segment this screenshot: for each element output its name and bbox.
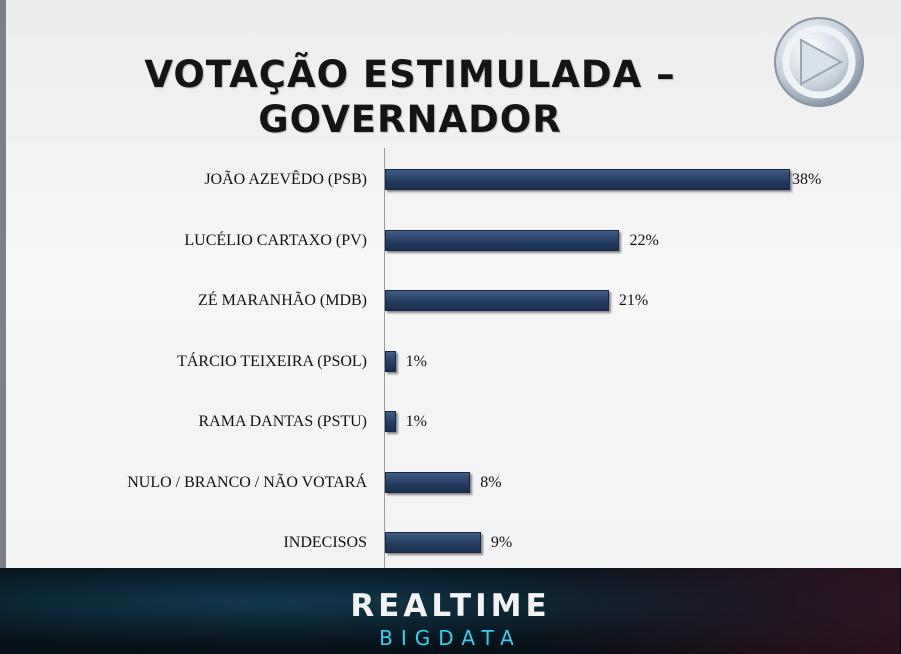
value-label: 1%: [405, 352, 427, 370]
category-axis-line: [384, 148, 385, 568]
slide-frame: [0, 0, 6, 568]
category-label: TÁRCIO TEIXEIRA (PSOL): [177, 352, 367, 370]
footer-glow: [520, 568, 900, 654]
bar: [385, 471, 471, 493]
bar: [385, 350, 396, 372]
bar: [385, 411, 396, 432]
broadcaster-logo-icon: [774, 17, 864, 107]
value-label: 1%: [405, 413, 427, 430]
brand-bigdata: BIGDATA: [379, 626, 522, 650]
brand-realtime: REALTIME: [350, 588, 551, 624]
category-label: RAMA DANTAS (PSTU): [198, 413, 367, 430]
bar: [385, 229, 620, 251]
value-label: 38%: [792, 171, 822, 188]
bar: [385, 290, 609, 311]
category-label: JOÃO AZEVÊDO (PSB): [204, 171, 367, 188]
title-line-2: GOVERNADOR: [258, 98, 562, 141]
value-label: 9%: [490, 534, 513, 551]
title-line-1: VOTAÇÃO ESTIMULADA –: [144, 53, 676, 96]
category-label: INDECISOS: [283, 534, 367, 551]
value-label: 8%: [480, 473, 502, 491]
category-label: LUCÉLIO CARTAXO (PV): [184, 231, 367, 249]
footer-banner: [0, 568, 901, 654]
bar: [385, 532, 481, 553]
value-label: 21%: [618, 292, 649, 309]
category-label: NULO / BRANCO / NÃO VOTARÁ: [127, 473, 367, 491]
category-label: ZÉ MARANHÃO (MDB): [198, 292, 367, 309]
chart-title: VOTAÇÃO ESTIMULADA – GOVERNADOR: [100, 52, 720, 142]
bar: [385, 169, 790, 190]
value-label: 22%: [629, 231, 659, 249]
